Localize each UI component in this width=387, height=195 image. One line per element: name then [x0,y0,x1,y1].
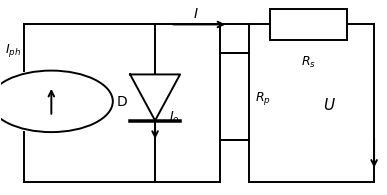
Bar [271,9,347,40]
Text: $\mathregular{I}_o$: $\mathregular{I}_o$ [168,110,179,125]
Text: $U$: $U$ [324,97,336,113]
Text: $I$: $I$ [193,7,198,21]
Bar [220,53,249,140]
Text: $R_p$: $R_p$ [255,90,271,107]
Text: $\mathregular{D}$: $\mathregular{D}$ [116,95,128,109]
Text: $\mathregular{I}_{ph}$: $\mathregular{I}_{ph}$ [5,42,22,59]
Text: $R_s$: $R_s$ [301,55,316,70]
